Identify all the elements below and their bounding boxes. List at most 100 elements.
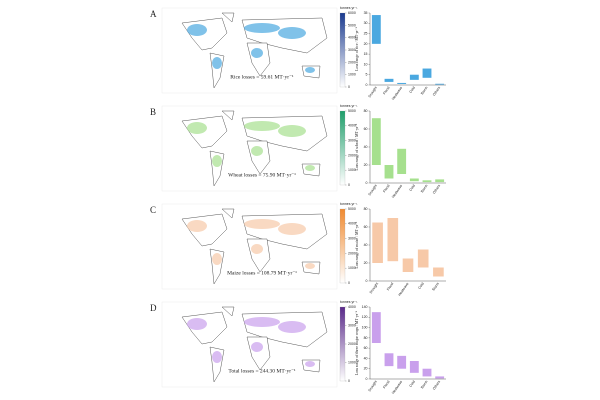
x-tick-label: Cold xyxy=(408,184,415,192)
x-tick-label: Storm xyxy=(420,86,429,96)
loss-patch xyxy=(187,220,207,232)
loss-range-bar xyxy=(387,218,399,262)
panel: D Total losses = 244.30 MT·yr⁻¹ tonnes yr⁻… xyxy=(150,300,446,395)
x-tick-label: Others xyxy=(432,380,441,391)
loss-range-bar xyxy=(409,178,419,182)
x-tick-label: Flood xyxy=(382,86,390,96)
colorbar-tick-label: 3000 xyxy=(348,48,356,52)
y-tick-label: 5 xyxy=(366,73,368,77)
x-tick-label: Heatwave xyxy=(397,282,409,297)
x-tick-label: Storm xyxy=(431,282,440,292)
loss-patch xyxy=(187,122,207,134)
x-tick-label: Storm xyxy=(420,184,429,194)
colorbar xyxy=(339,110,346,186)
x-tick-label: Drought xyxy=(369,282,379,295)
loss-patch xyxy=(212,351,222,363)
loss-patch xyxy=(187,24,207,36)
y-axis-label: Loss range of wheat / MT·yr⁻¹ xyxy=(355,124,359,171)
y-tick-label: 35 xyxy=(364,11,368,15)
x-tick-label: Flood xyxy=(382,184,390,194)
y-tick-label: 30 xyxy=(364,21,368,25)
x-tick-label: Heatwave xyxy=(391,86,403,101)
colorbar-tick-label: 1000 xyxy=(348,360,356,364)
loss-patch xyxy=(244,219,280,229)
colorbar-tick-label: 4000 xyxy=(348,305,356,309)
panel: C Maize losses = 108.79 MT·yr⁻¹ tonnes yr⁻… xyxy=(150,202,446,297)
colorbar-tick-label: 0 xyxy=(348,183,350,187)
colorbar xyxy=(339,12,346,88)
y-tick-label: 60 xyxy=(364,225,368,229)
colorbar-tick-label: 0 xyxy=(348,85,350,89)
colorbar-tick-label: 1000 xyxy=(348,168,356,172)
y-tick-label: 60 xyxy=(364,346,368,350)
y-tick-label: 0 xyxy=(366,181,368,185)
loss-range-bar xyxy=(384,78,394,82)
y-tick-label: 0 xyxy=(366,279,368,283)
loss-patch xyxy=(278,223,306,235)
y-tick-label: 20 xyxy=(364,261,368,265)
colorbar-tick-label: 0 xyxy=(348,379,350,383)
loss-range-bar xyxy=(433,267,444,277)
loss-patch xyxy=(187,318,207,330)
loss-range-bar xyxy=(371,15,381,44)
loss-range-bar xyxy=(371,312,381,343)
loss-range-bar xyxy=(384,165,394,179)
loss-patch xyxy=(305,67,315,73)
loss-patch xyxy=(251,244,263,254)
colorbar-tick-label: 2000 xyxy=(348,342,356,346)
loss-patch xyxy=(251,146,263,156)
loss-range-bar xyxy=(422,368,432,377)
loss-patch xyxy=(278,321,306,333)
loss-text: Maize losses = 108.79 MT·yr⁻¹ xyxy=(227,270,297,276)
y-axis-label: Loss range of three major crops / MT·yr⁻… xyxy=(355,311,359,375)
x-tick-label: Drought xyxy=(367,184,377,197)
loss-patch xyxy=(305,263,315,269)
colorbar-tick-label: 5000 xyxy=(348,109,356,113)
loss-range-bar xyxy=(435,83,445,85)
panel: A Rice losses = 59.61 MT·yr⁻¹ tonnes yr⁻¹ 0… xyxy=(150,6,446,101)
loss-patch xyxy=(244,23,280,33)
colorbar-tick-label: 6000 xyxy=(348,11,356,15)
loss-patch xyxy=(305,361,315,367)
loss-text: Wheat losses = 75.90 MT·yr⁻¹ xyxy=(228,172,296,178)
loss-range-bar xyxy=(397,82,407,84)
loss-patch xyxy=(278,125,306,137)
y-tick-label: 15 xyxy=(364,52,368,56)
colorbar-tick-label: 3000 xyxy=(348,237,356,241)
colorbar-tick-label: 3000 xyxy=(348,139,356,143)
x-tick-label: Flood xyxy=(386,282,394,292)
colorbar-title: tonnes yr⁻¹ xyxy=(340,104,358,108)
colorbar-title: tonnes yr⁻¹ xyxy=(340,6,358,10)
x-tick-label: Cold xyxy=(408,86,415,94)
y-tick-label: 0 xyxy=(366,377,368,381)
y-tick-label: 80 xyxy=(364,336,368,340)
loss-patch xyxy=(212,155,222,167)
x-tick-label: Others xyxy=(432,86,441,97)
x-tick-label: Cold xyxy=(417,282,424,290)
colorbar-tick-label: 0 xyxy=(348,281,350,285)
y-tick-label: 80 xyxy=(364,207,368,211)
x-tick-label: Flood xyxy=(382,380,390,390)
panel-label: D xyxy=(150,303,157,313)
x-tick-label: Heatwave xyxy=(391,380,403,395)
panel: B Wheat losses = 75.90 MT·yr⁻¹ tonnes yr⁻¹… xyxy=(150,104,446,199)
y-tick-label: 100 xyxy=(362,325,368,329)
panel-label: A xyxy=(150,9,157,19)
x-tick-label: Others xyxy=(432,184,441,195)
loss-range-bar xyxy=(409,361,419,373)
colorbar-title: tonnes yr⁻¹ xyxy=(340,300,358,304)
colorbar-tick-label: 5000 xyxy=(348,23,356,27)
y-tick-label: 20 xyxy=(364,163,368,167)
y-tick-label: 120 xyxy=(362,315,368,319)
loss-patch xyxy=(251,48,263,58)
y-tick-label: 80 xyxy=(364,109,368,113)
loss-patch xyxy=(244,121,280,131)
colorbar-tick-label: 4000 xyxy=(348,222,356,226)
loss-patch xyxy=(278,27,306,39)
y-tick-label: 140 xyxy=(362,305,368,309)
loss-text: Total losses = 244.30 MT·yr⁻¹ xyxy=(228,368,296,374)
colorbar-tick-label: 5000 xyxy=(348,207,356,211)
y-tick-label: 60 xyxy=(364,127,368,131)
x-tick-label: Drought xyxy=(367,380,377,393)
